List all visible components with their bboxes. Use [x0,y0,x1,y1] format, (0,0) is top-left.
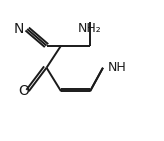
Text: NH: NH [108,61,127,74]
Text: NH₂: NH₂ [78,22,102,35]
Text: O: O [18,84,29,98]
Text: N: N [14,22,24,36]
